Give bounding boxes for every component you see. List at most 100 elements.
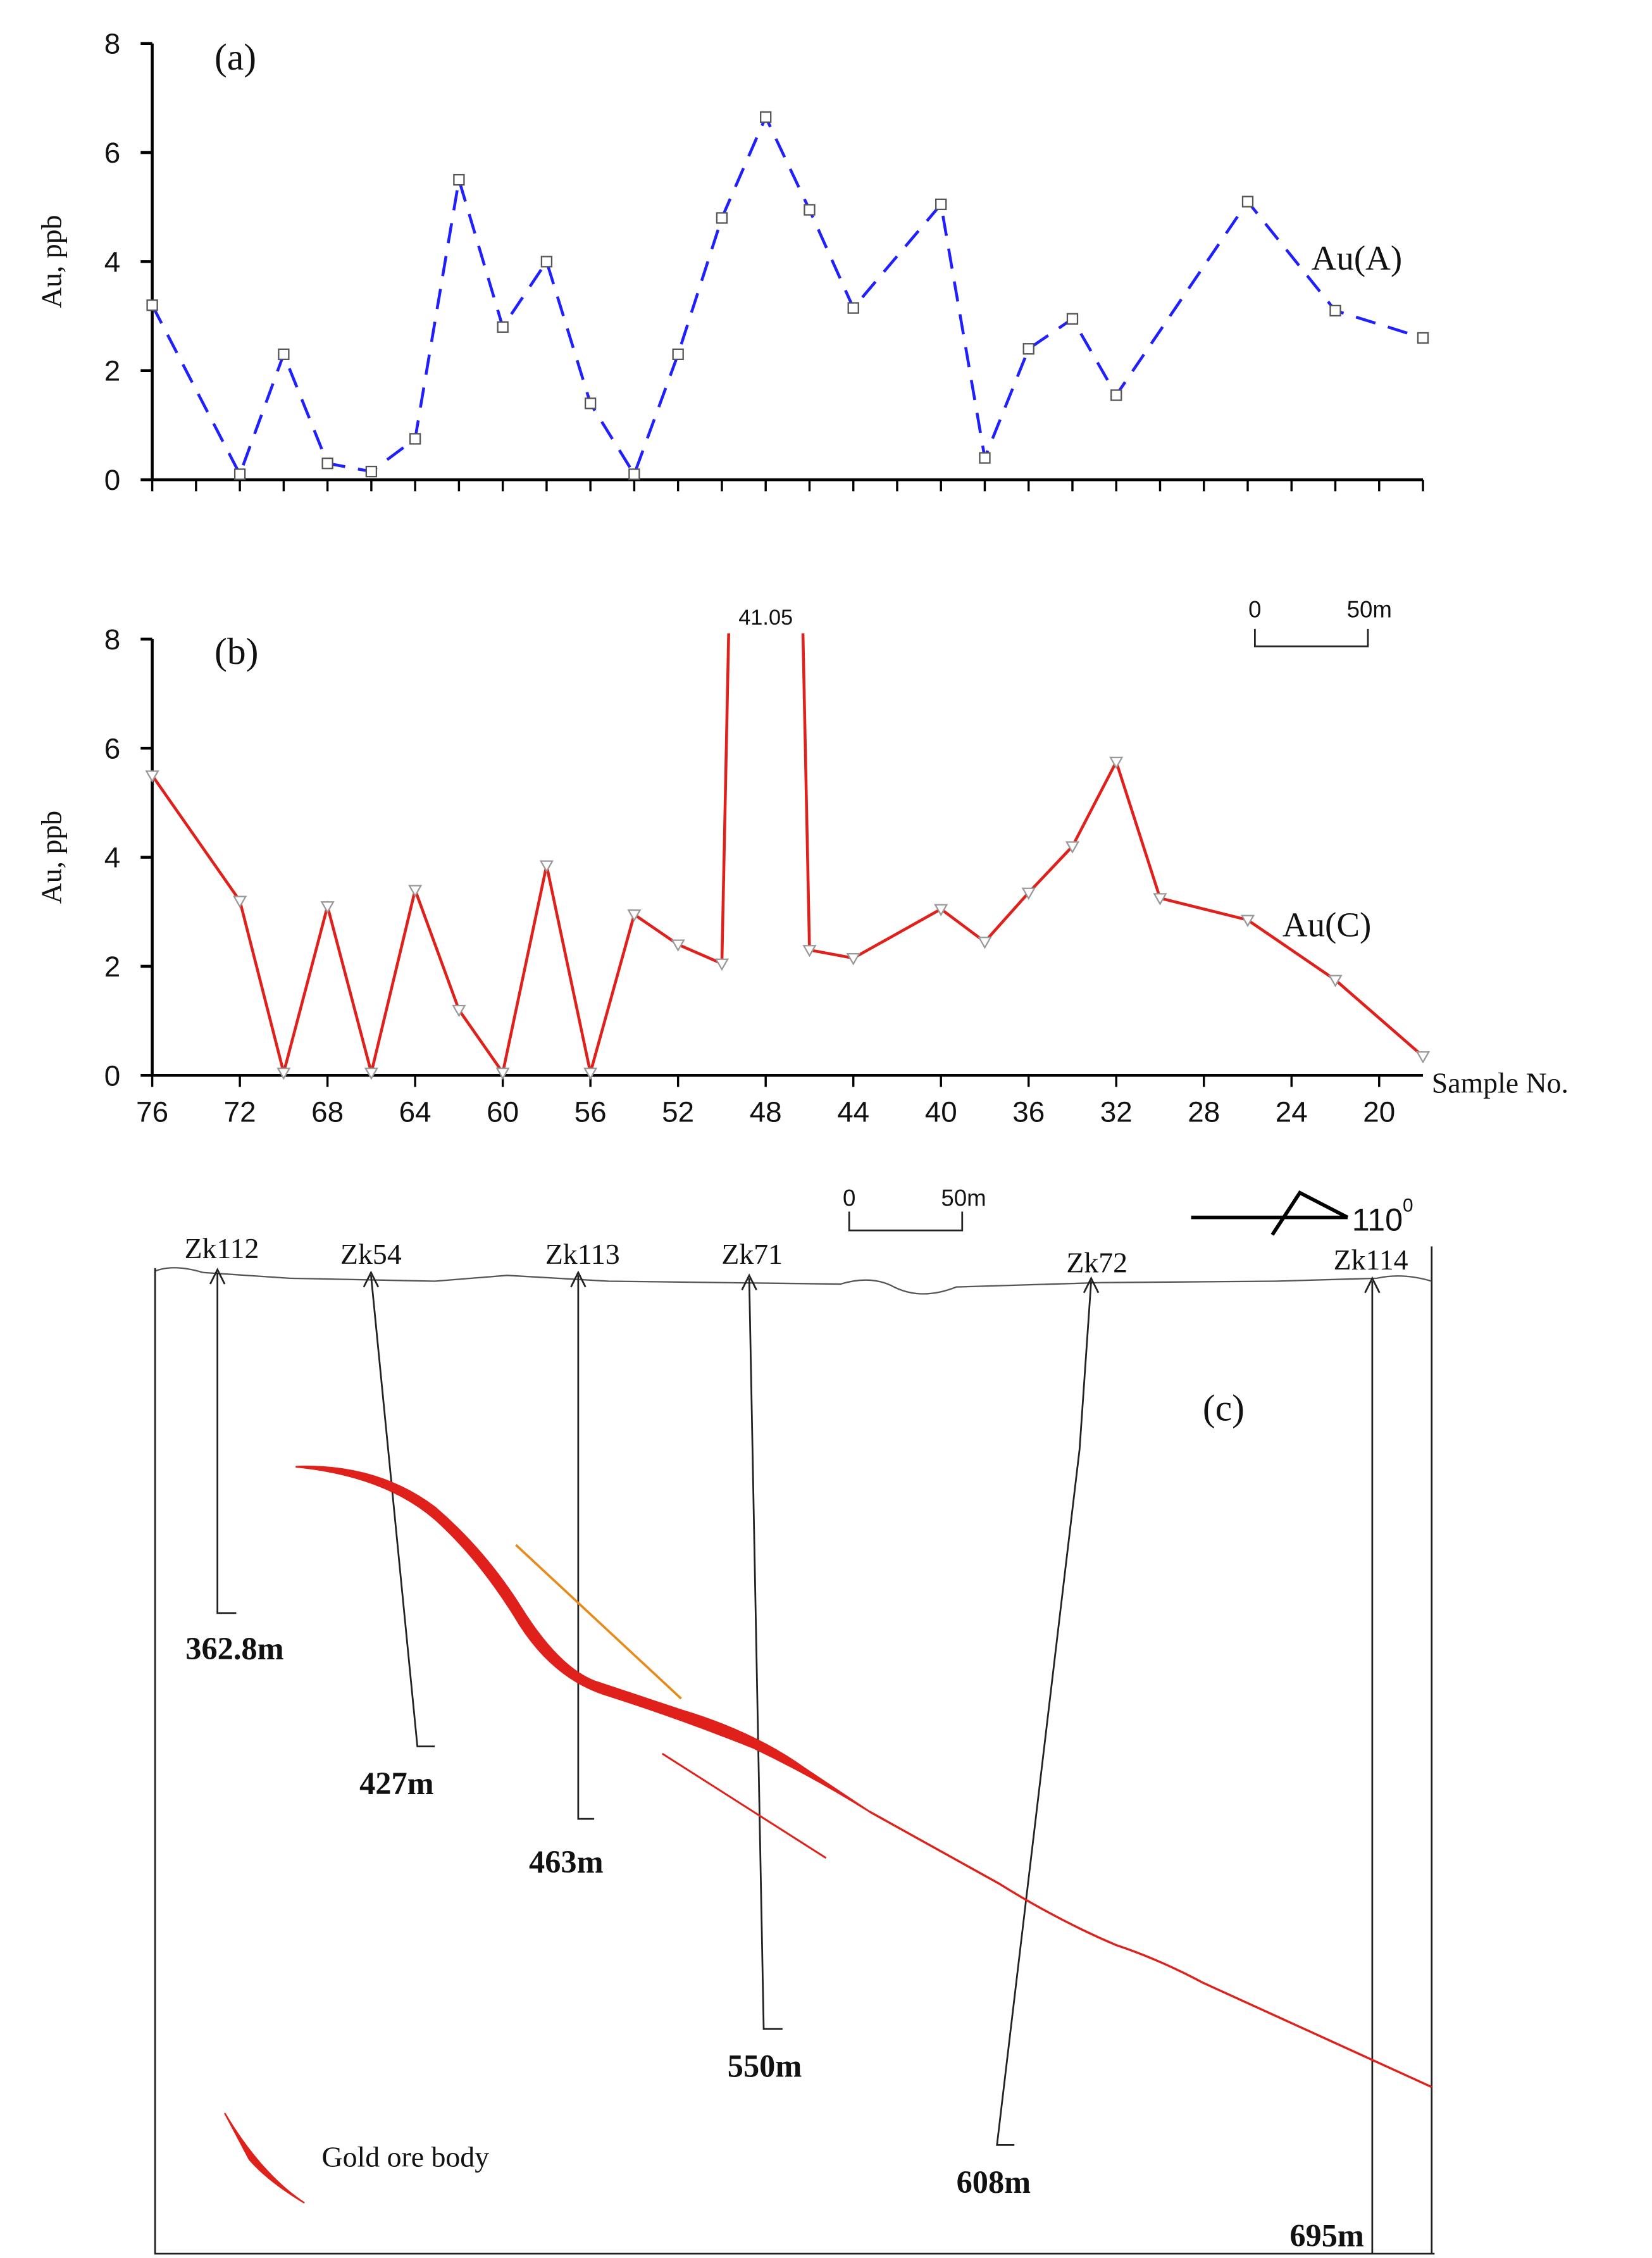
y-tick-label: 8 bbox=[104, 28, 120, 60]
y-tick-label: 6 bbox=[104, 137, 120, 169]
marker bbox=[1109, 756, 1124, 770]
direction-label: 0 bbox=[1403, 1195, 1413, 1216]
scale-label: 50m bbox=[941, 1185, 986, 1211]
x-tick-label: 60 bbox=[487, 1096, 519, 1128]
y-tick-label: 4 bbox=[104, 246, 120, 278]
borehole-label: Zk112 bbox=[185, 1232, 259, 1264]
cross-section: 0 50m 110 0 Zk112 Zk54 Zk113 Zk71 Zk72 Z… bbox=[154, 1185, 1435, 2255]
surface bbox=[154, 1267, 1432, 1295]
marker bbox=[1066, 313, 1079, 325]
y-axis-label: Au, ppb bbox=[35, 215, 67, 309]
panel-label: (a) bbox=[214, 36, 256, 78]
marker bbox=[1328, 975, 1343, 987]
x-tick-label: 76 bbox=[136, 1096, 168, 1128]
x-tick-label: 36 bbox=[1012, 1096, 1045, 1128]
marker bbox=[628, 468, 640, 480]
marker bbox=[672, 348, 684, 361]
marker bbox=[321, 458, 333, 470]
marker bbox=[1022, 343, 1034, 355]
marker bbox=[495, 1067, 510, 1080]
y-tick-label: 0 bbox=[104, 1059, 120, 1092]
borehole-label: Zk71 bbox=[721, 1238, 783, 1270]
frame bbox=[154, 1246, 1435, 2255]
marker bbox=[233, 468, 246, 480]
scale-bar bbox=[848, 1211, 964, 1232]
x-tick-label: 20 bbox=[1363, 1096, 1395, 1128]
marker bbox=[539, 860, 554, 873]
x-tick-label: 24 bbox=[1276, 1096, 1308, 1128]
marker bbox=[1240, 914, 1255, 928]
y-tick-label: 6 bbox=[104, 732, 120, 764]
boreholes bbox=[209, 1268, 1381, 2254]
marker bbox=[716, 212, 728, 224]
borehole-label: Zk114 bbox=[1334, 1244, 1408, 1276]
series bbox=[146, 111, 1429, 480]
ore-body bbox=[224, 1465, 1432, 2204]
marker bbox=[320, 901, 335, 914]
series bbox=[145, 633, 1431, 1080]
panel-label: (b) bbox=[214, 630, 258, 672]
marker bbox=[760, 111, 772, 123]
marker bbox=[1153, 893, 1167, 906]
value-label: 41.05 bbox=[738, 606, 793, 630]
series-label: Au(A) bbox=[1312, 239, 1402, 277]
fault bbox=[515, 1544, 682, 1700]
marker bbox=[407, 885, 423, 897]
y-axis-label: Au, ppb bbox=[35, 811, 67, 904]
marker bbox=[1329, 304, 1341, 317]
marker bbox=[1417, 332, 1429, 344]
legend-label: Gold ore body bbox=[322, 2141, 490, 2173]
marker bbox=[365, 465, 378, 478]
depth-label: 550m bbox=[728, 2049, 802, 2084]
series-line bbox=[151, 113, 1424, 478]
depth-label: 362.8m bbox=[185, 1631, 283, 1666]
depth-label: 463m bbox=[529, 1844, 604, 1880]
marker bbox=[1110, 389, 1122, 401]
marker bbox=[540, 256, 553, 268]
marker bbox=[364, 1067, 379, 1080]
x-tick-label: 68 bbox=[311, 1096, 344, 1128]
borehole-label: Zk54 bbox=[340, 1238, 402, 1270]
marker bbox=[452, 1004, 466, 1018]
marker bbox=[453, 173, 465, 186]
marker bbox=[232, 895, 247, 909]
direction-label: 110 bbox=[1352, 1201, 1403, 1237]
x-axis-label: Sample No. bbox=[1432, 1067, 1568, 1099]
marker bbox=[978, 937, 992, 949]
marker bbox=[497, 321, 509, 333]
y-tick-label: 0 bbox=[104, 464, 120, 496]
borehole-label: Zk72 bbox=[1066, 1247, 1127, 1279]
marker bbox=[584, 397, 597, 409]
marker bbox=[1021, 887, 1036, 901]
marker bbox=[276, 1067, 291, 1080]
scale-label: 50m bbox=[1347, 597, 1392, 623]
marker bbox=[847, 302, 859, 314]
x-tick-label: 52 bbox=[662, 1096, 694, 1128]
marker bbox=[714, 958, 730, 971]
marker bbox=[804, 204, 816, 216]
marker bbox=[935, 198, 947, 211]
marker bbox=[409, 433, 421, 445]
y-tick-label: 2 bbox=[104, 951, 120, 983]
x-tick-label: 48 bbox=[750, 1096, 782, 1128]
marker bbox=[583, 1067, 598, 1080]
marker bbox=[145, 770, 159, 783]
depth-label: 608m bbox=[957, 2164, 1031, 2200]
marker bbox=[979, 452, 991, 464]
x-tick-label: 56 bbox=[574, 1096, 607, 1128]
marker bbox=[802, 945, 817, 957]
marker bbox=[278, 348, 290, 361]
borehole-label: Zk113 bbox=[545, 1238, 620, 1270]
marker bbox=[1415, 1051, 1431, 1064]
series-line bbox=[151, 633, 1424, 1079]
x-tick-label: 72 bbox=[224, 1096, 256, 1128]
marker bbox=[671, 939, 685, 952]
y-tick-label: 8 bbox=[104, 623, 120, 656]
marker bbox=[146, 299, 158, 311]
x-tick-label: 44 bbox=[837, 1096, 869, 1128]
scale-label: 0 bbox=[843, 1185, 855, 1211]
scale-label: 0 bbox=[1248, 597, 1261, 623]
marker bbox=[1241, 196, 1254, 208]
